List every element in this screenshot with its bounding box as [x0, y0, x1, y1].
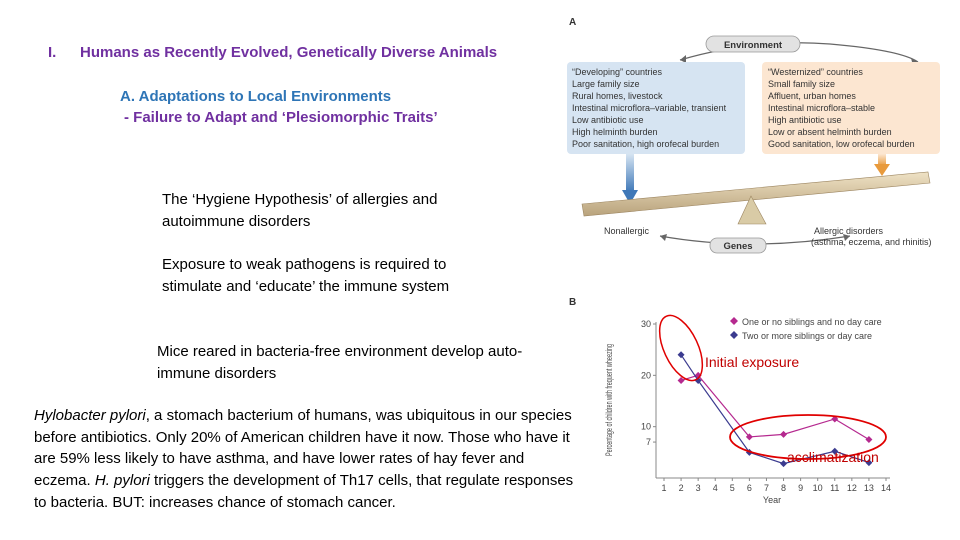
- x-tick-label-7: 7: [764, 483, 769, 493]
- seesaw-plank: [581, 171, 931, 217]
- x-tick-label-3: 3: [696, 483, 701, 493]
- nonallergic-label: Nonallergic: [604, 226, 650, 236]
- x-tick-label-13: 13: [864, 483, 874, 493]
- westernized-line-5: Low or absent helminth burden: [768, 127, 892, 137]
- westernized-line-6: Good sanitation, low orofecal burden: [768, 139, 915, 149]
- y-tick-label-7: 7: [646, 437, 651, 447]
- initial-exposure-ellipse: [658, 314, 704, 382]
- h-pylori-paragraph: Hylobacter pylori, a stomach bacterium o…: [34, 405, 584, 514]
- environment-label: Environment: [724, 40, 783, 51]
- subheading-adaptations: A. Adaptations to Local Environments: [120, 88, 392, 105]
- seesaw-fulcrum: [737, 195, 767, 225]
- x-tick-label-10: 10: [813, 483, 823, 493]
- h-pylori-text-1: , a stomach bacterium of humans, was ubi…: [34, 407, 572, 490]
- x-tick-label-14: 14: [881, 483, 891, 493]
- series-line-0: [680, 374, 870, 441]
- figure-a-seesaw: A Environment “Developing” countries Lar…: [567, 17, 940, 254]
- section-number: I.: [48, 44, 57, 61]
- westernized-line-2: Affluent, urban homes: [768, 91, 856, 101]
- y-tick-label-10: 10: [641, 422, 651, 432]
- developing-line-6: Poor sanitation, high orofecal burden: [572, 139, 719, 149]
- series-1-point-5: [865, 459, 873, 467]
- legend-label-1: Two or more siblings or day care: [742, 331, 872, 341]
- developing-line-5: High helminth burden: [572, 127, 658, 137]
- series-0-point-2: [745, 433, 753, 441]
- series-1-point-1: [694, 376, 702, 384]
- subheading-failure: - Failure to Adapt and ‘Plesiomorphic Tr…: [124, 109, 438, 126]
- down-arrow-right-icon: [874, 164, 890, 176]
- figure-a-label: A: [569, 17, 576, 28]
- y-axis-label-1: Percentage of children with frequent whe…: [604, 344, 614, 456]
- x-tick-label-2: 2: [679, 483, 684, 493]
- developing-line-2: Rural homes, livestock: [572, 91, 663, 101]
- x-tick-label-12: 12: [847, 483, 857, 493]
- figure-b-label: B: [569, 297, 576, 308]
- x-tick-label-5: 5: [730, 483, 735, 493]
- series-0-point-5: [865, 436, 873, 443]
- allergic-sub-label: (asthma, eczema, and rhinitis): [811, 237, 932, 247]
- hygiene-hypothesis-text: The ‘Hygiene Hypothesis’ of allergies an…: [162, 191, 438, 230]
- chart-plot-area: [677, 351, 873, 468]
- x-tick-label-4: 4: [713, 483, 718, 493]
- legend-label-0: One or no siblings and no day care: [742, 317, 882, 327]
- westernized-line-1: Small family size: [768, 79, 835, 89]
- series-1-point-4: [831, 447, 839, 455]
- y-tick-label-20: 20: [641, 370, 651, 380]
- developing-box: [567, 62, 745, 154]
- x-tick-label-9: 9: [798, 483, 803, 493]
- exposure-text: Exposure to weak pathogens is required t…: [162, 256, 450, 295]
- h-pylori-name: Hylobacter pylori: [34, 407, 146, 424]
- legend-marker-0: [730, 317, 738, 325]
- chart-legend: One or no siblings and no day care Two o…: [730, 317, 882, 341]
- acclimatization-label: acclimatization: [787, 449, 879, 465]
- x-tick-label-6: 6: [747, 483, 752, 493]
- westernized-line-3: Intestinal microflora–stable: [768, 103, 875, 113]
- series-1-point-0: [677, 351, 685, 359]
- westernized-line-4: High antibiotic use: [768, 115, 842, 125]
- developing-line-0: “Developing” countries: [572, 67, 663, 77]
- series-0-point-3: [780, 430, 788, 438]
- y-tick-label-30: 30: [641, 319, 651, 329]
- x-axis-label: Year: [763, 495, 781, 505]
- acclimatization-ellipse: [729, 414, 887, 460]
- series-0-point-0: [677, 376, 685, 384]
- x-tick-label-8: 8: [781, 483, 786, 493]
- developing-line-4: Low antibiotic use: [572, 115, 644, 125]
- westernized-line-0: “Westernized” countries: [768, 67, 863, 77]
- section-title: Humans as Recently Evolved, Genetically …: [80, 44, 498, 61]
- mice-text: Mice reared in bacteria-free environment…: [157, 343, 523, 382]
- developing-line-3: Intestinal microflora–variable, transien…: [572, 103, 727, 113]
- westernized-box: [762, 62, 940, 154]
- legend-marker-1: [730, 331, 738, 339]
- series-1-point-3: [780, 460, 788, 468]
- h-pylori-abbrev: H. pylori: [94, 472, 150, 490]
- x-tick-label-11: 11: [830, 483, 839, 493]
- developing-line-1: Large family size: [572, 79, 640, 89]
- allergic-label: Allergic disorders: [814, 226, 884, 236]
- x-tick-label-1: 1: [661, 483, 666, 493]
- initial-exposure-label: Initial exposure: [705, 354, 799, 370]
- series-line-1: [680, 354, 870, 465]
- genes-label: Genes: [723, 241, 752, 252]
- h-pylori-text-2: triggers the development of Th17 cells, …: [34, 472, 574, 511]
- down-arrow-left-icon: [622, 190, 638, 204]
